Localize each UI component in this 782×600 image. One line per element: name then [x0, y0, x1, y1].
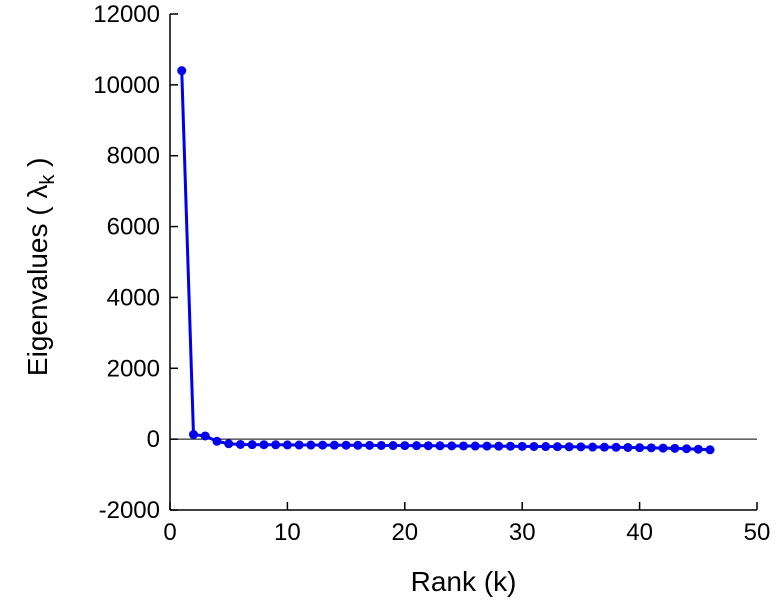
y-tick-label: 12000 — [93, 1, 160, 28]
data-point-marker — [705, 445, 715, 455]
data-point-marker — [635, 443, 645, 453]
y-tick-label: 6000 — [107, 214, 160, 241]
data-point-marker — [388, 441, 398, 451]
data-point-marker — [682, 444, 692, 454]
y-axis-label-main: Eigenvalues ( λ — [22, 184, 54, 377]
data-point-marker — [282, 440, 292, 450]
data-point-marker — [224, 439, 234, 449]
data-point-marker — [470, 441, 480, 451]
data-point-marker — [564, 442, 574, 452]
data-point-marker — [376, 440, 386, 450]
data-point-marker — [294, 440, 304, 450]
y-axis-label-subscript: k — [36, 174, 59, 185]
data-point-marker — [318, 440, 328, 450]
x-tick-label: 0 — [163, 519, 176, 546]
data-point-marker — [588, 442, 598, 452]
data-point-marker — [599, 442, 609, 452]
y-axis-label: Eigenvalues ( λk ) — [22, 122, 60, 412]
data-point-marker — [365, 440, 375, 450]
data-point-marker — [271, 440, 281, 450]
data-point-marker — [482, 441, 492, 451]
data-point-marker — [517, 441, 527, 451]
data-point-marker — [353, 440, 363, 450]
data-point-marker — [623, 442, 633, 452]
data-point-marker — [552, 442, 562, 452]
data-point-marker — [494, 441, 504, 451]
data-point-marker — [541, 442, 551, 452]
data-point-marker — [235, 439, 245, 449]
data-point-marker — [306, 440, 316, 450]
data-point-marker — [188, 430, 198, 440]
data-point-marker — [200, 431, 210, 441]
y-tick-label: 0 — [147, 426, 160, 453]
data-point-marker — [247, 440, 257, 450]
data-point-marker — [329, 440, 339, 450]
data-point-marker — [447, 441, 457, 451]
data-point-marker — [259, 440, 269, 450]
x-tick-label: 10 — [274, 519, 301, 546]
x-tick-label: 50 — [744, 519, 771, 546]
data-point-marker — [412, 441, 422, 451]
x-tick-label: 40 — [626, 519, 653, 546]
data-point-marker — [693, 444, 703, 454]
y-tick-label: 8000 — [107, 143, 160, 170]
x-axis-label: Rank (k) — [410, 566, 517, 597]
y-axis-label-end: ) — [22, 157, 54, 175]
data-point-marker — [646, 443, 656, 453]
data-point-marker — [505, 441, 515, 451]
data-point-marker — [341, 440, 351, 450]
y-tick-label: 10000 — [93, 72, 160, 99]
data-point-marker — [459, 441, 468, 451]
data-point-marker — [658, 443, 668, 453]
eigenvalue-series-line — [180, 69, 712, 452]
data-point-marker — [400, 441, 410, 451]
data-point-marker — [529, 441, 539, 451]
data-point-marker — [670, 443, 680, 453]
data-point-marker — [177, 66, 187, 76]
x-tick-label: 20 — [391, 519, 418, 546]
y-tick-label: 4000 — [107, 284, 160, 311]
data-point-marker — [435, 441, 445, 451]
data-point-marker — [212, 436, 222, 446]
data-point-marker — [423, 441, 433, 451]
x-tick-label: 30 — [509, 519, 536, 546]
y-tick-label: -2000 — [99, 497, 160, 524]
y-tick-label: 2000 — [107, 355, 160, 382]
data-point-marker — [576, 442, 586, 452]
data-point-marker — [611, 442, 621, 452]
